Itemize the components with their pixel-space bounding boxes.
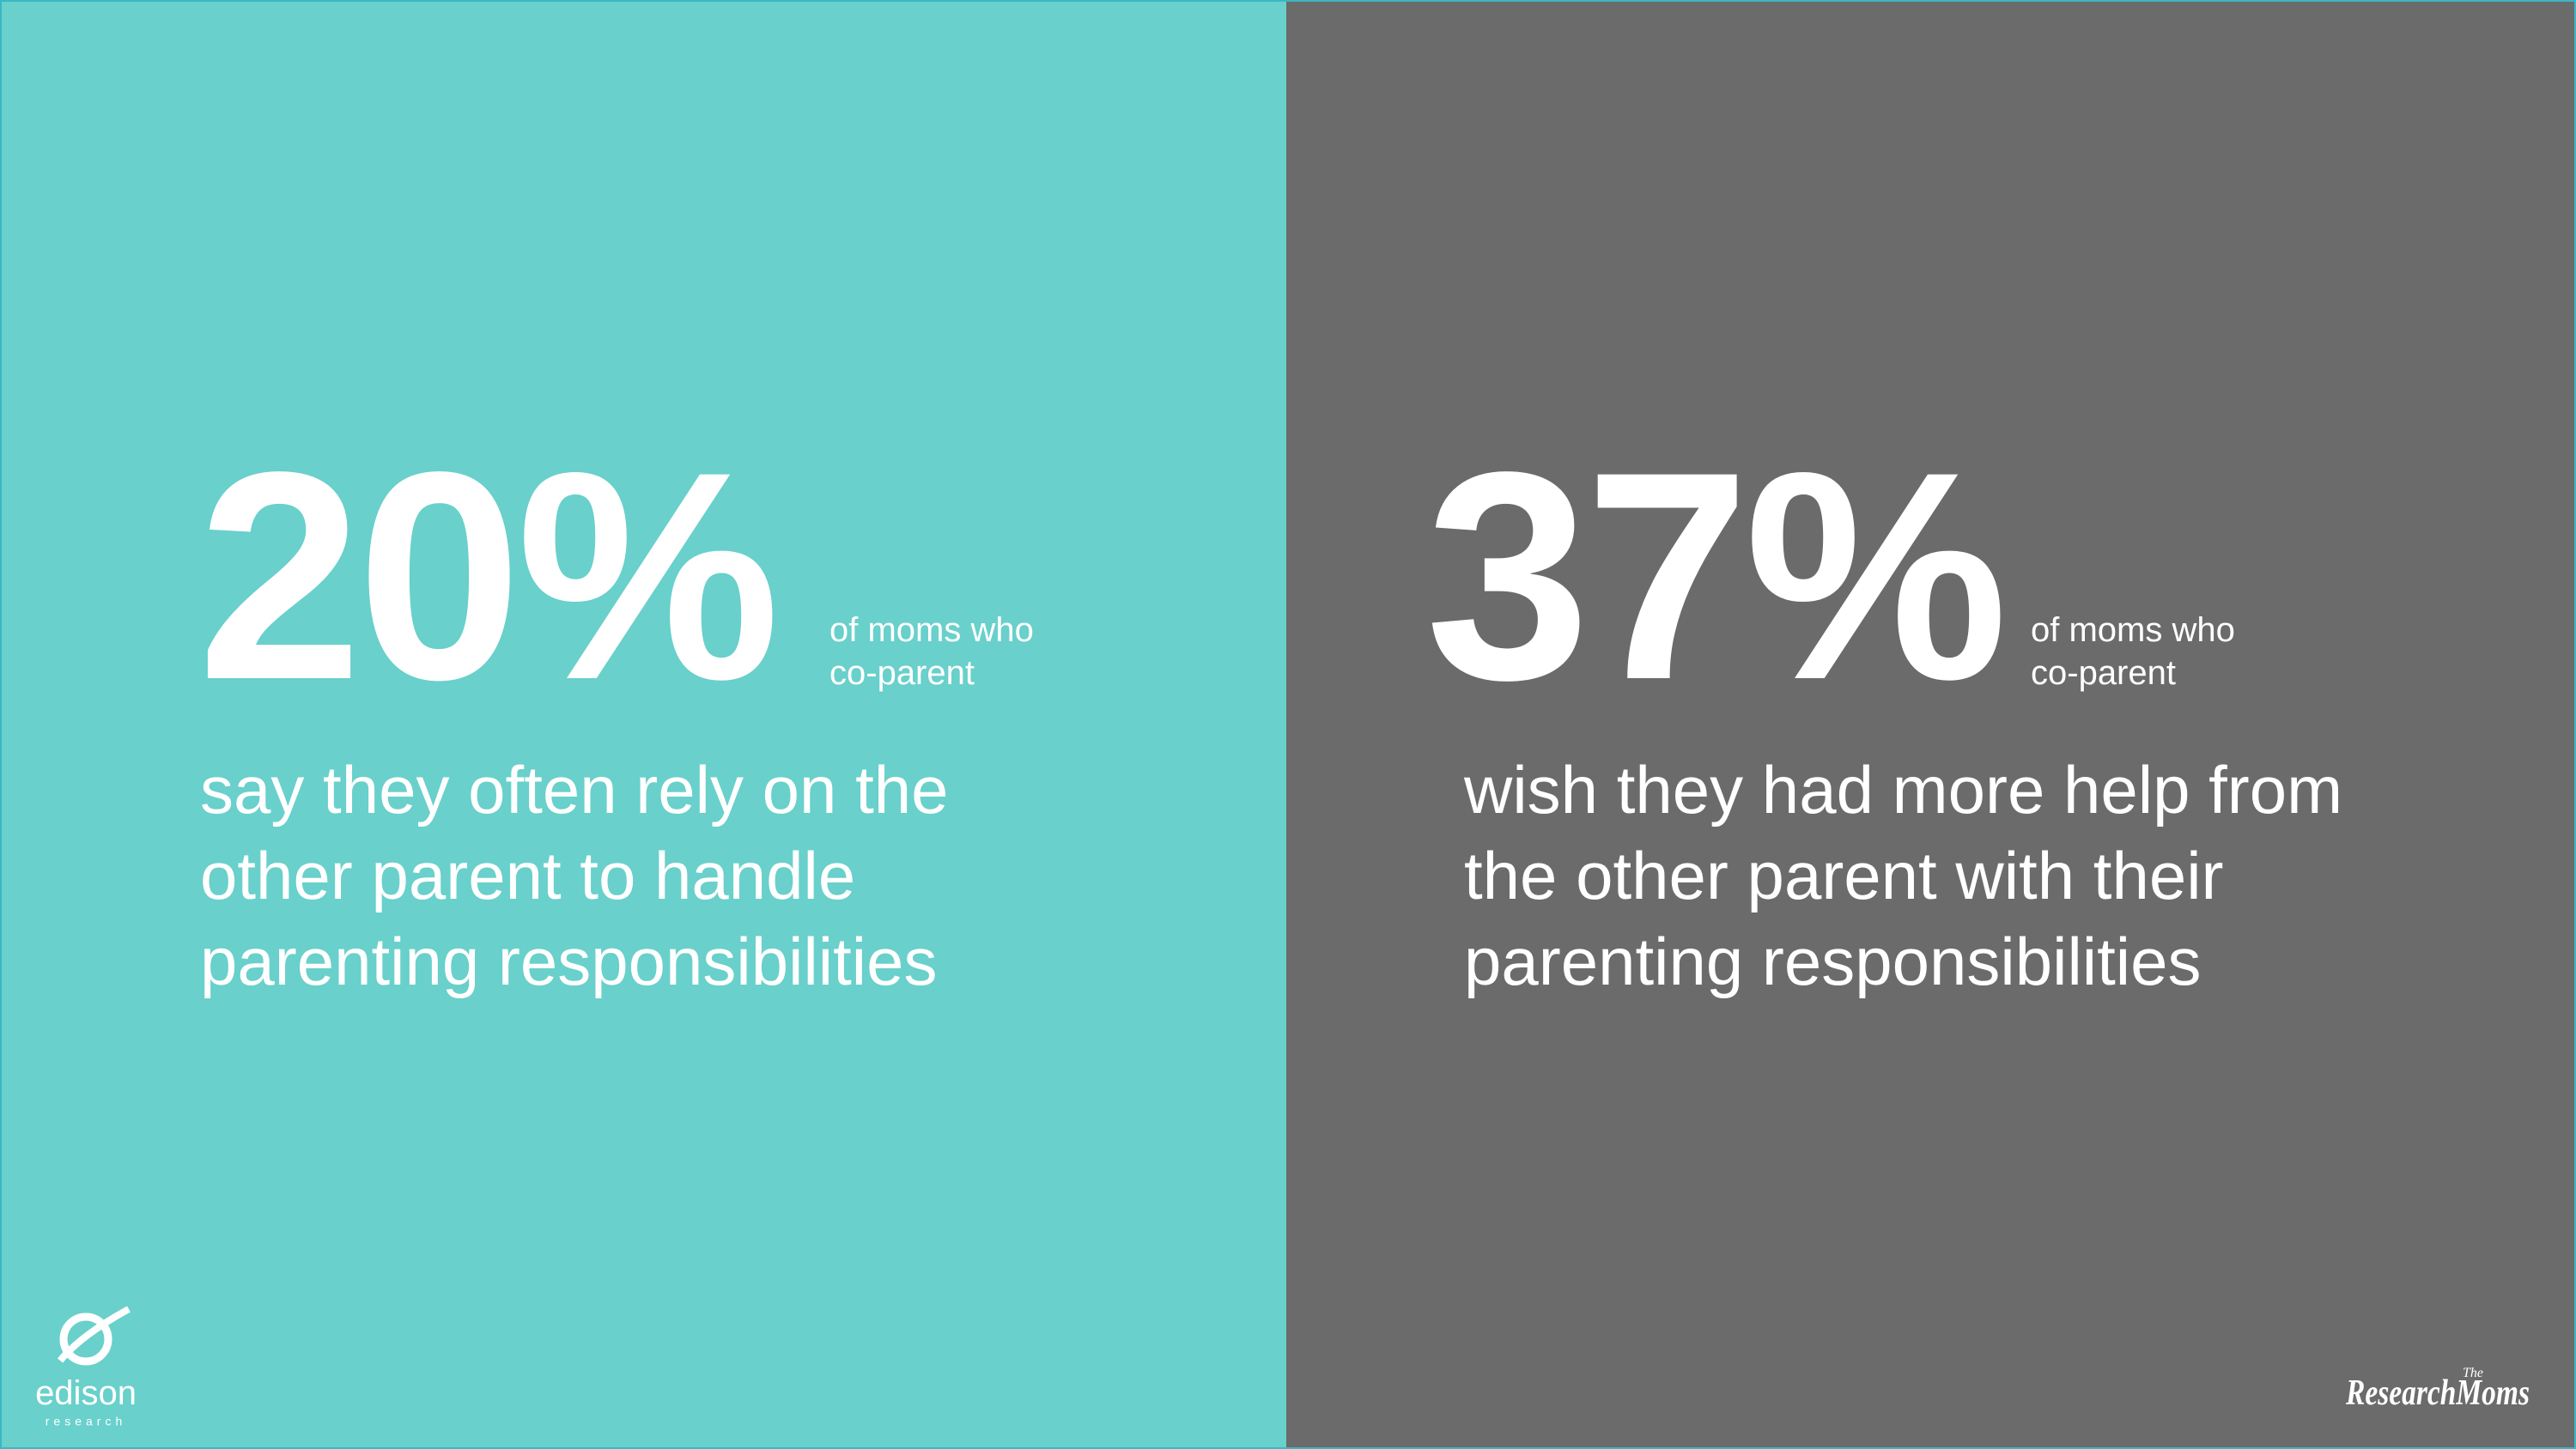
logo-text: edison	[35, 1374, 137, 1412]
stat-description: the other parent with their	[1464, 838, 2224, 913]
stat-qualifier: of moms who	[2031, 611, 2235, 649]
logo-name: ResearchMoms	[2345, 1373, 2530, 1413]
stat-value: 20%	[197, 411, 776, 742]
stat-description: parenting responsibilities	[1464, 924, 2202, 999]
logo-swoosh	[57, 1306, 131, 1363]
stat-qualifier: co-parent	[829, 654, 975, 692]
logo-subtext: research	[46, 1414, 126, 1428]
logo-the: The	[2463, 1366, 2483, 1380]
stat-qualifier: of moms who	[829, 611, 1034, 649]
stat-description: say they often rely on the	[200, 752, 949, 828]
research-moms-logo: The ResearchMoms	[2345, 1366, 2530, 1413]
logo-icon	[59, 1313, 112, 1366]
left-panel	[0, 0, 1286, 1449]
stat-qualifier: co-parent	[2031, 654, 2176, 692]
stat-description: wish they had more help from	[1463, 752, 2342, 828]
stat-value: 37%	[1425, 411, 2004, 742]
stat-description: other parent to handle	[200, 838, 855, 913]
right-panel	[1286, 0, 2576, 1449]
stat-description: parenting responsibilities	[200, 924, 938, 999]
edison-logo: edison research	[35, 1306, 137, 1428]
